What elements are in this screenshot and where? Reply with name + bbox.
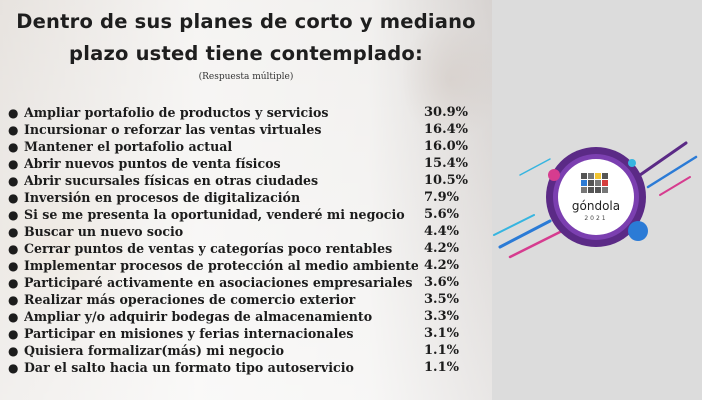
item-label: Abrir sucursales físicas en otras ciudad… <box>24 173 319 188</box>
bullet-icon: ● <box>8 241 19 256</box>
item-percentage: 30.9% <box>424 105 469 120</box>
item-percentage: 3.6% <box>424 275 459 290</box>
item-label: Cerrar puntos de ventas y categorías poc… <box>24 241 393 256</box>
bullet-icon: ● <box>8 309 19 324</box>
item-percentage: 15.4% <box>424 156 469 171</box>
bullet-icon: ● <box>8 275 19 290</box>
list-item: ● Realizar más operaciones de comercio ex… <box>8 291 478 308</box>
bullet-icon: ● <box>8 343 19 358</box>
logo-orb-blue <box>628 221 648 241</box>
bullet-icon: ● <box>8 190 19 205</box>
list-item: ● Participaré activamente en asociaciones… <box>8 274 478 291</box>
item-percentage: 1.1% <box>424 360 459 375</box>
logo-wordmark: góndola <box>572 199 620 213</box>
background-photo <box>0 0 492 400</box>
item-percentage: 1.1% <box>424 343 459 358</box>
logo-streaks <box>493 141 698 259</box>
list-item: ● Buscar un nuevo socio 4.4% <box>8 223 478 240</box>
item-label: Quisiera formalizar(más) mi negocio <box>24 343 285 358</box>
item-percentage: 4.2% <box>424 258 459 273</box>
list-item: ● Abrir nuevos puntos de venta físicos 15.… <box>8 155 478 172</box>
item-percentage: 16.0% <box>424 139 469 154</box>
item-label: Incursionar o reforzar las ventas virtua… <box>24 122 322 137</box>
bullet-icon: ● <box>8 258 19 273</box>
item-percentage: 4.4% <box>424 224 459 239</box>
list-item: ● Participar en misiones y ferias interna… <box>8 325 478 342</box>
item-label: Implementar procesos de protección al me… <box>24 258 418 273</box>
item-percentage: 16.4% <box>424 122 469 137</box>
list-item: ● Implementar procesos de protección al m… <box>8 257 478 274</box>
logo-year: 2021 <box>584 215 607 222</box>
bullet-icon: ● <box>8 207 19 222</box>
bullet-icon: ● <box>8 360 19 375</box>
list-item: ● Inversión en procesos de digitalización… <box>8 189 478 206</box>
list-item: ● Quisiera formalizar(más) mi negocio 1.1% <box>8 342 478 359</box>
list-item: ● Si se me presenta la oportunidad, vende… <box>8 206 478 223</box>
item-label: Realizar más operaciones de comercio ext… <box>24 292 356 307</box>
bullet-icon: ● <box>8 105 19 120</box>
item-label: Ampliar y/o adquirir bodegas de almacena… <box>24 309 373 324</box>
list-item: ● Cerrar puntos de ventas y categorías po… <box>8 240 478 257</box>
bullet-icon: ● <box>8 139 19 154</box>
item-label: Inversión en procesos de digitalización <box>24 190 301 205</box>
logo-grid-icon <box>581 173 608 193</box>
item-percentage: 5.6% <box>424 207 459 222</box>
item-percentage: 3.3% <box>424 309 459 324</box>
bullet-icon: ● <box>8 326 19 341</box>
logo-disc <box>558 159 634 235</box>
gondola-logo: góndola 2021 <box>493 141 698 259</box>
item-label: Ampliar portafolio de productos y servic… <box>24 105 329 120</box>
bullet-icon: ● <box>8 173 19 188</box>
logo-orb-pink <box>548 169 560 181</box>
item-label: Mantener el portafolio actual <box>24 139 233 154</box>
item-percentage: 4.2% <box>424 241 459 256</box>
bullet-icon: ● <box>8 156 19 171</box>
item-label: Participar en misiones y ferias internac… <box>24 326 354 341</box>
item-percentage: 3.5% <box>424 292 459 307</box>
bullet-icon: ● <box>8 122 19 137</box>
logo-orb-cyan <box>628 159 636 167</box>
item-label: Abrir nuevos puntos de venta físicos <box>24 156 281 171</box>
title-line-2: plazo usted tiene contemplado: <box>69 42 423 65</box>
list-item: ● Dar el salto hacia un formato tipo auto… <box>8 359 478 376</box>
bullet-icon: ● <box>8 292 19 307</box>
response-list: ● Ampliar portafolio de productos y servi… <box>8 104 478 376</box>
item-percentage: 7.9% <box>424 190 459 205</box>
bullet-icon: ● <box>8 224 19 239</box>
item-label: Dar el salto hacia un formato tipo autos… <box>24 360 354 375</box>
item-percentage: 10.5% <box>424 173 469 188</box>
item-percentage: 3.1% <box>424 326 459 341</box>
item-label: Buscar un nuevo socio <box>24 224 184 239</box>
title-line-1: Dentro de sus planes de corto y mediano <box>16 10 476 33</box>
list-item: ● Ampliar portafolio de productos y servi… <box>8 104 478 121</box>
list-item: ● Ampliar y/o adquirir bodegas de almacen… <box>8 308 478 325</box>
list-item: ● Mantener el portafolio actual 16.0% <box>8 138 478 155</box>
list-item: ● Incursionar o reforzar las ventas virtu… <box>8 121 478 138</box>
slide-title: Dentro de sus planes de corto y mediano … <box>0 6 492 70</box>
item-label: Participaré activamente en asociaciones … <box>24 275 413 290</box>
item-label: Si se me presenta la oportunidad, vender… <box>24 207 405 222</box>
list-item: ● Abrir sucursales físicas en otras ciuda… <box>8 172 478 189</box>
subtitle: (Respuesta múltiple) <box>198 72 294 82</box>
